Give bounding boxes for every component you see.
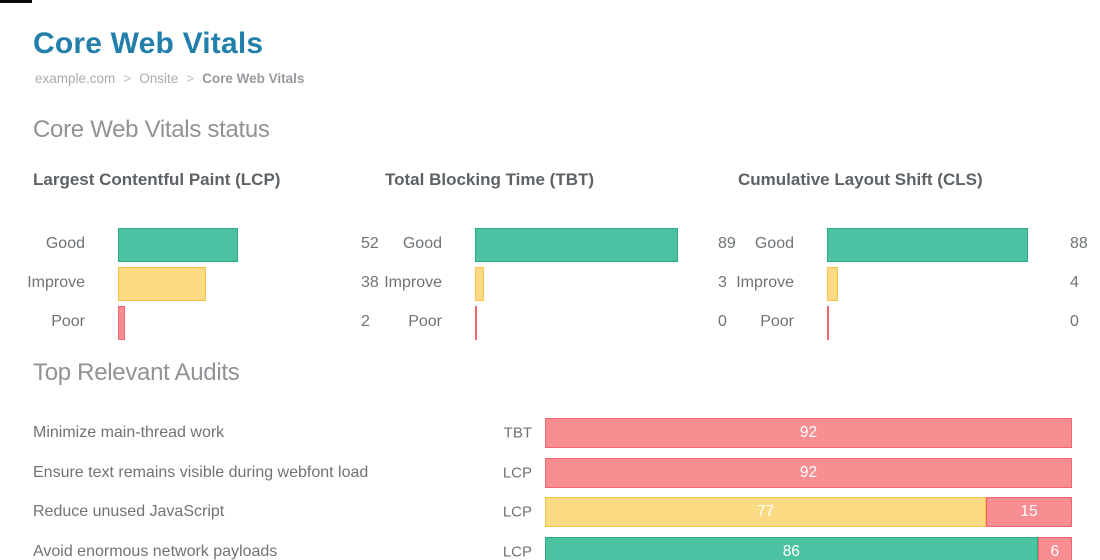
- breadcrumb-item-onsite[interactable]: Onsite: [139, 71, 179, 86]
- vitals-bar-good: [827, 228, 1028, 262]
- vitals-value-label: 4: [1070, 274, 1079, 291]
- vitals-row-good: Good 52: [10, 228, 379, 262]
- vitals-row-improve: Improve 38: [10, 267, 379, 301]
- vitals-value-label: 38: [361, 274, 379, 291]
- audit-segment-poor: 92: [545, 457, 1072, 488]
- vitals-category-label: Good: [402, 235, 442, 252]
- audit-row: Avoid enormous network payloads LCP 86 6: [0, 536, 1100, 560]
- vitals-value-label: 88: [1070, 235, 1088, 252]
- vitals-chart-cls: Cumulative Layout Shift (CLS) Good 88 Impro…: [719, 170, 1088, 345]
- vitals-row-improve: Improve 4: [719, 267, 1079, 301]
- vitals-rows: Good 89 Improve 3 Poor 0: [367, 228, 736, 340]
- vitals-bar-improve: [118, 267, 206, 301]
- vitals-value-label: 0: [718, 313, 727, 330]
- audit-bar-track: 86 6: [545, 536, 1072, 560]
- vitals-row-good: Good 89: [367, 228, 736, 262]
- vitals-value-label: 2: [361, 313, 370, 330]
- vitals-bar-track: [475, 228, 710, 262]
- audit-label: Minimize main-thread work: [33, 424, 225, 441]
- audit-row: Minimize main-thread work TBT 92: [0, 418, 1100, 448]
- audit-metric-tag: LCP: [502, 503, 532, 521]
- audit-segment-improve: 77: [545, 497, 987, 527]
- vitals-category-label: Improve: [27, 274, 85, 291]
- vitals-row-good: Good 88: [719, 228, 1088, 262]
- vitals-bar-track: [118, 267, 353, 301]
- audit-metric-tag: TBT: [503, 424, 532, 442]
- vitals-category-label: Poor: [408, 313, 442, 330]
- vitals-rows: Good 88 Improve 4 Poor 0: [719, 228, 1088, 340]
- vitals-bar-improve: [475, 267, 484, 301]
- vitals-category-label: Good: [45, 235, 85, 252]
- audit-segment-poor: 92: [545, 418, 1072, 448]
- breadcrumb-separator: >: [123, 71, 132, 86]
- audit-row: Reduce unused JavaScript LCP 77 15: [0, 497, 1100, 527]
- vitals-chart-tbt: Total Blocking Time (TBT) Good 89 Improve 3 P…: [367, 170, 736, 345]
- breadcrumb-item-core-web-vitals: Core Web Vitals: [202, 71, 305, 86]
- audit-segment-poor: 15: [986, 497, 1072, 527]
- audit-bar-track: 92: [545, 457, 1072, 488]
- vitals-bar-poor: [475, 306, 477, 340]
- audits-chart: Minimize main-thread work TBT 92 Ensure tex…: [0, 418, 1100, 560]
- vitals-category-label: Good: [754, 235, 794, 252]
- vitals-rows: Good 52 Improve 38 Poor 2: [10, 228, 379, 340]
- audit-label: Avoid enormous network payloads: [33, 542, 278, 560]
- vitals-bar-poor: [118, 306, 125, 340]
- audit-label: Reduce unused JavaScript: [33, 503, 225, 520]
- audit-bar-track: 77 15: [545, 497, 1072, 527]
- status-section-heading: Core Web Vitals status: [33, 116, 270, 143]
- audit-label: Ensure text remains visible during webfo…: [33, 463, 369, 481]
- vitals-chart-title: Total Blocking Time (TBT): [385, 170, 595, 189]
- vitals-row-improve: Improve 3: [367, 267, 727, 301]
- vitals-chart-title: Cumulative Layout Shift (CLS): [738, 170, 983, 189]
- vitals-value-label: 52: [361, 235, 379, 252]
- vitals-category-label: Improve: [736, 274, 794, 291]
- page-title: Core Web Vitals: [33, 27, 264, 60]
- breadcrumb: example.com > Onsite > Core Web Vitals: [35, 71, 304, 86]
- vitals-bar-improve: [827, 267, 839, 301]
- audit-row: Ensure text remains visible during webfo…: [0, 457, 1100, 488]
- audit-segment-poor: 6: [1037, 536, 1072, 560]
- vitals-chart-title: Largest Contentful Paint (LCP): [33, 170, 281, 189]
- vitals-chart-lcp: Largest Contentful Paint (LCP) Good 52 Impr…: [10, 170, 379, 345]
- breadcrumb-separator: >: [186, 71, 195, 86]
- vitals-bar-good: [475, 228, 679, 262]
- top-left-strip: [0, 0, 32, 3]
- vitals-value-label: 3: [718, 274, 727, 291]
- vitals-bar-track: [475, 306, 710, 340]
- vitals-bar-track: [475, 267, 710, 301]
- vitals-category-label: Poor: [760, 313, 794, 330]
- vitals-row-poor: Poor 0: [719, 306, 1079, 340]
- vitals-value-label: 0: [1070, 313, 1079, 330]
- vitals-bar-good: [118, 228, 238, 262]
- breadcrumb-item-example-com[interactable]: example.com: [35, 71, 116, 86]
- audit-metric-tag: LCP: [502, 543, 532, 560]
- vitals-category-label: Poor: [51, 313, 85, 330]
- vitals-category-label: Improve: [384, 274, 442, 291]
- audit-bar-track: 92: [545, 418, 1072, 448]
- audit-metric-tag: LCP: [502, 464, 532, 481]
- audits-section-heading: Top Relevant Audits: [33, 359, 240, 386]
- vitals-row-poor: Poor 2: [10, 306, 370, 340]
- vitals-value-label: 89: [718, 235, 736, 252]
- vitals-bar-track: [827, 306, 1062, 340]
- vitals-bar-poor: [827, 306, 829, 340]
- vitals-bar-track: [827, 228, 1062, 262]
- vitals-bar-track: [118, 306, 353, 340]
- vitals-bar-track: [118, 228, 353, 262]
- vitals-bar-track: [827, 267, 1062, 301]
- vitals-row-poor: Poor 0: [367, 306, 727, 340]
- audit-segment-good: 86: [545, 536, 1038, 560]
